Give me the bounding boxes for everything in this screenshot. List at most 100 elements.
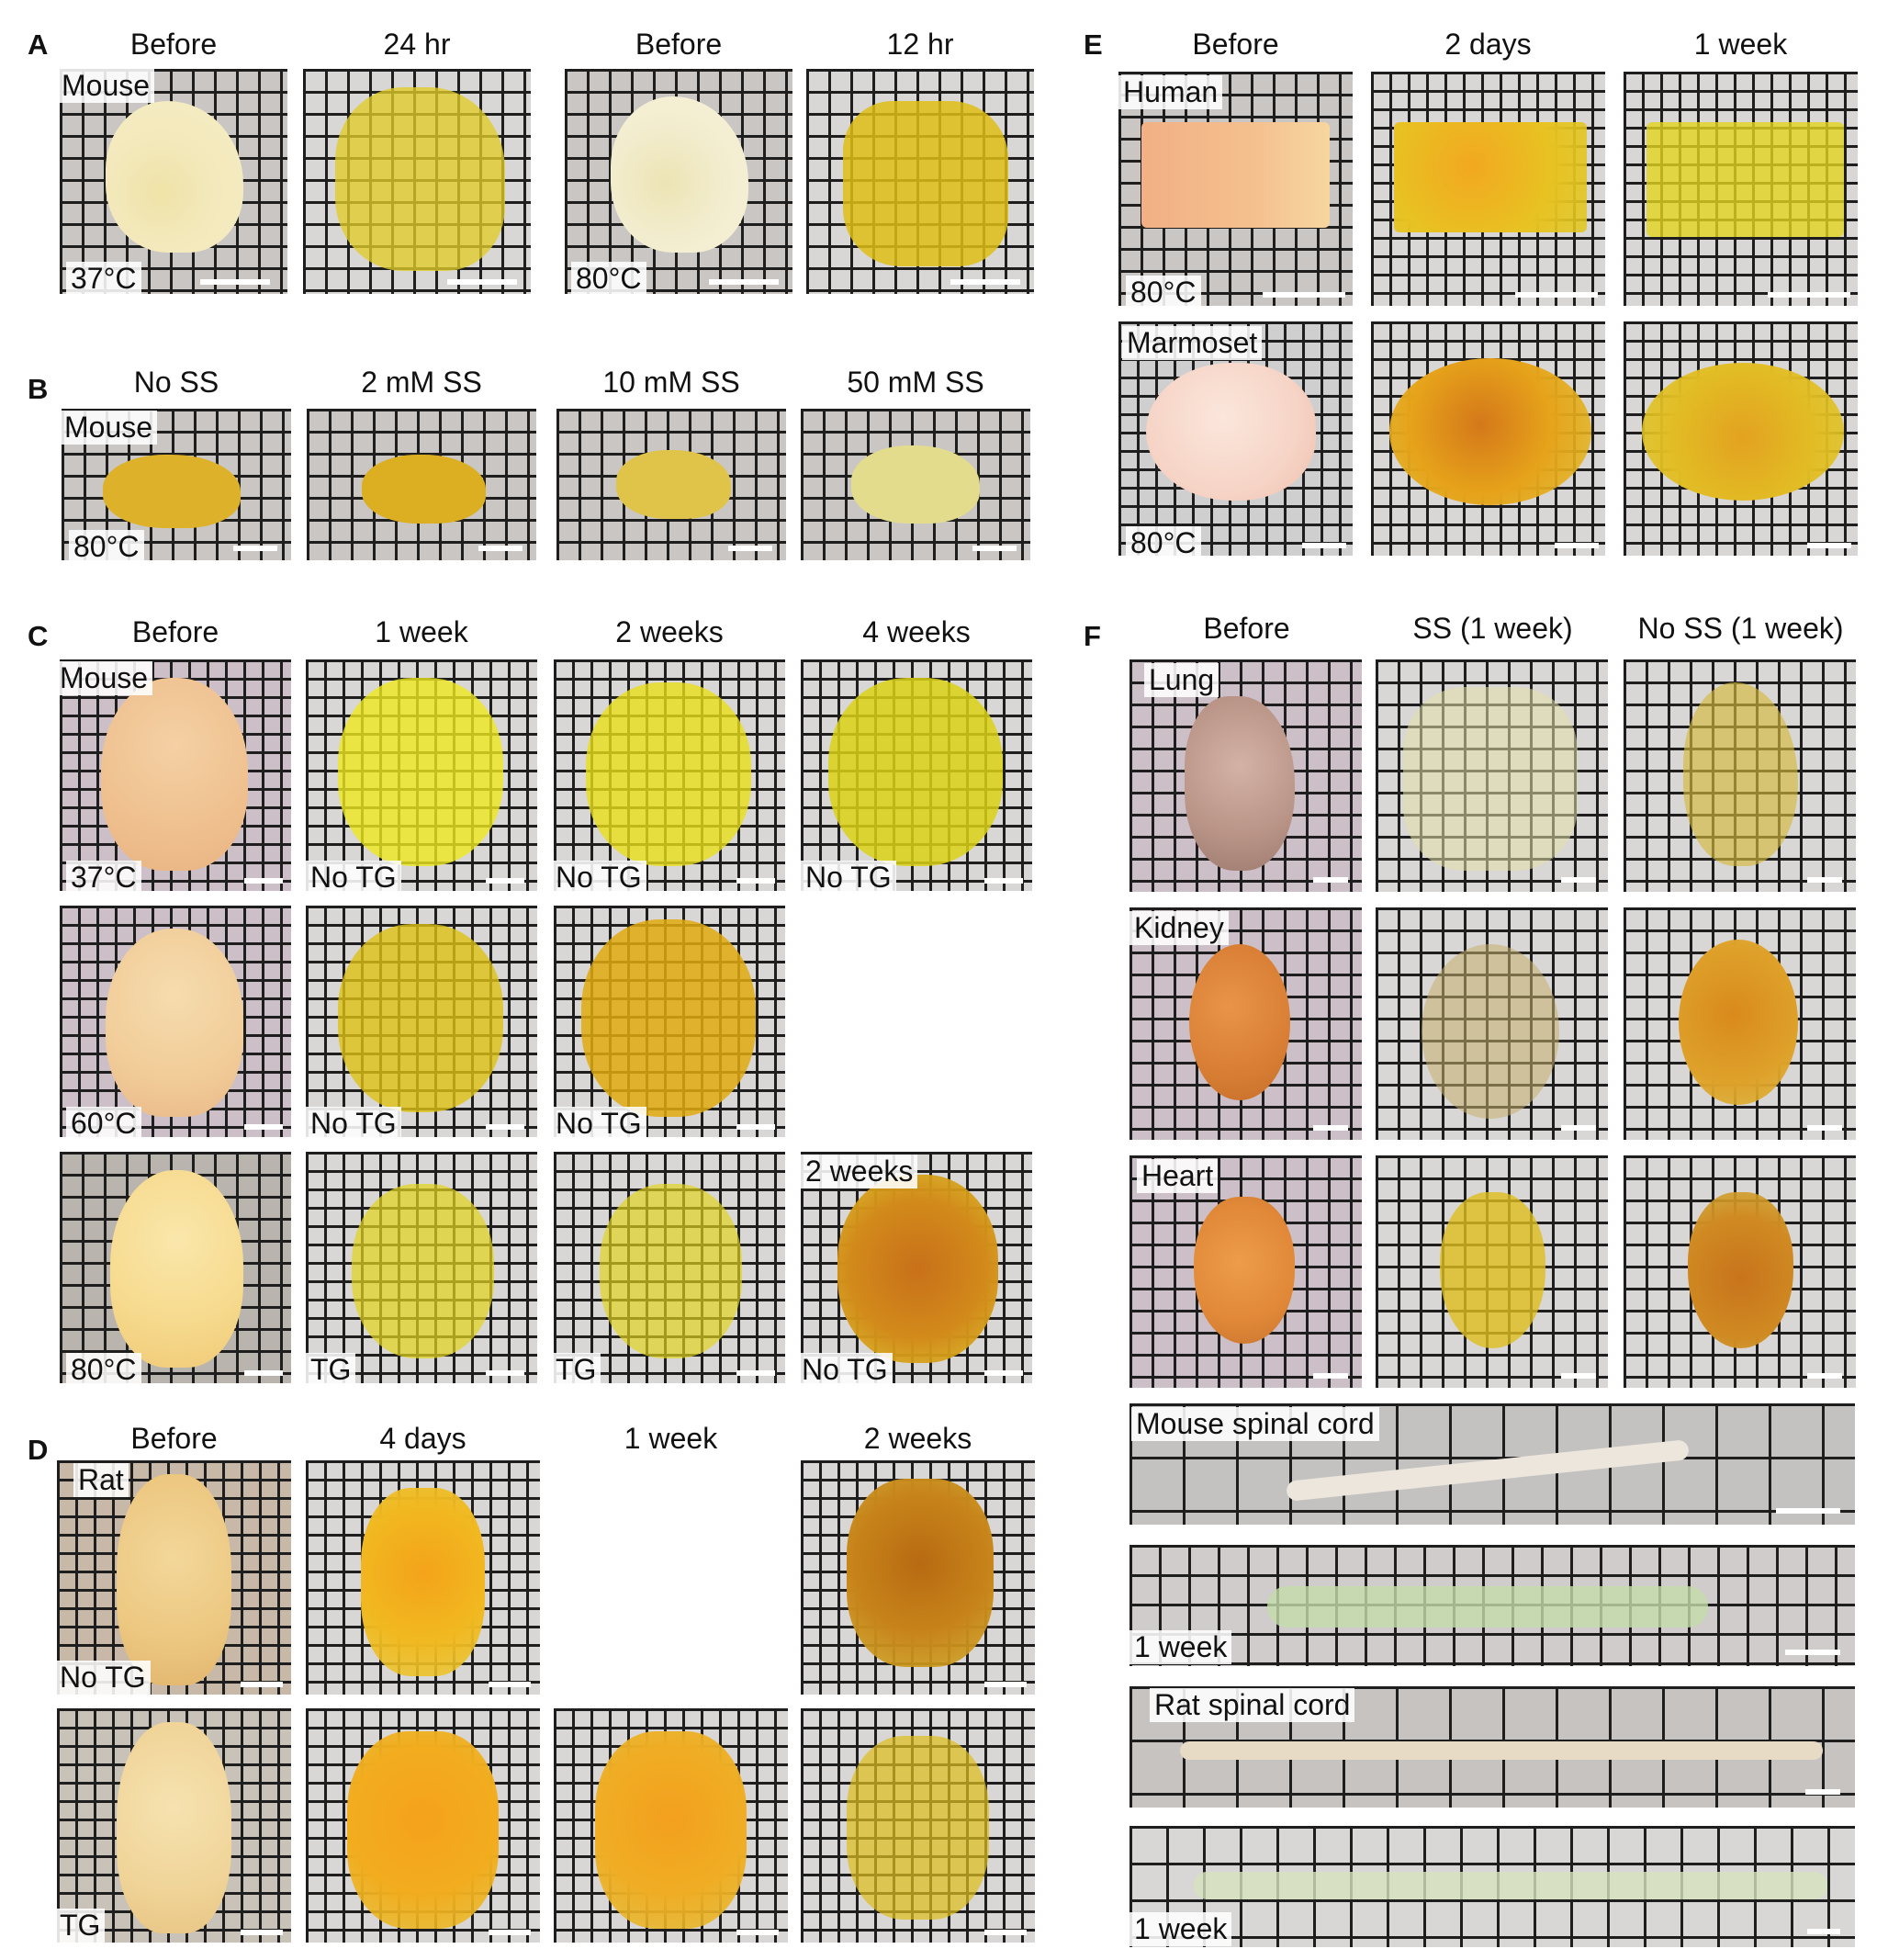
cleared-brain <box>338 678 503 866</box>
panel-f-one-week-label-2: 1 week <box>1129 1912 1232 1946</box>
panel-a-image-24hr <box>303 69 531 294</box>
scale-bar <box>233 546 277 551</box>
scale-bar <box>1805 1789 1840 1795</box>
panel-c-image-before-80c <box>60 1152 291 1383</box>
panel-d-species-label: Rat <box>73 1463 129 1497</box>
panel-d-image-2weeks-tg <box>801 1708 1035 1943</box>
cleared-kidney <box>1679 940 1798 1105</box>
cleared-brain <box>828 678 1003 866</box>
cleared-slice <box>335 87 505 271</box>
panel-label-c: C <box>28 620 49 652</box>
panel-f-image-heart-ss <box>1376 1155 1608 1388</box>
scale-bar <box>244 878 283 884</box>
panel-a-temp-80: 80°C <box>571 262 646 296</box>
panel-a-species-label: Mouse <box>57 69 155 103</box>
scale-bar <box>241 1682 283 1687</box>
rat-brain <box>117 1722 231 1933</box>
panel-a-header-before-1: Before <box>129 28 218 61</box>
scale-bar <box>200 279 270 285</box>
panel-d-no-tg-label: No TG <box>55 1661 151 1695</box>
scale-bar <box>1313 1373 1348 1379</box>
scale-bar <box>1561 877 1596 883</box>
cleared-mouse-spinal-cord <box>1267 1586 1708 1628</box>
scale-bar <box>984 1682 1027 1687</box>
kidney-tissue <box>1189 944 1290 1100</box>
scale-bar <box>1807 1373 1842 1379</box>
panel-e-marmoset-label: Marmoset <box>1122 326 1263 360</box>
cleared-brain <box>837 1175 998 1363</box>
cleared-human-block <box>1646 122 1844 237</box>
panel-b-image-2mm <box>307 409 536 560</box>
scale-bar <box>984 878 1023 884</box>
panel-label-f: F <box>1084 620 1101 652</box>
panel-c-header-4weeks: 4 weeks <box>862 615 971 648</box>
panel-c-image-2weeks-60c <box>554 906 785 1137</box>
panel-c-tg-2: TG <box>551 1353 601 1387</box>
lung-tissue <box>1185 696 1295 871</box>
cleared-brain <box>581 919 756 1117</box>
scale-bar <box>972 546 1017 551</box>
panel-c-no-tg-1: No TG <box>306 861 401 895</box>
panel-f-one-week-label-1: 1 week <box>1129 1630 1232 1664</box>
panel-e-header-2days: 2 days <box>1444 28 1532 61</box>
scale-bar <box>1561 1373 1596 1379</box>
panel-f-image-lung-ss <box>1376 659 1608 892</box>
rat-brain <box>117 1474 231 1685</box>
panel-c-image-4weeks-80c <box>801 1152 1032 1383</box>
panel-a-image-before-37c <box>60 69 287 294</box>
panel-f-image-rat-cord-1week <box>1129 1826 1855 1947</box>
panel-f-kidney-label: Kidney <box>1129 911 1229 945</box>
panel-f-image-kidney-no-ss <box>1624 907 1856 1140</box>
panel-b-header-50mm: 50 mM SS <box>847 366 984 399</box>
panel-b-header-2mm: 2 mM SS <box>361 366 482 399</box>
panel-c-no-tg-4: No TG <box>306 1107 401 1141</box>
panel-e-image-marmoset-before <box>1118 321 1353 556</box>
panel-c-image-2weeks-80c <box>554 1152 785 1383</box>
panel-f-mouse-cord-label: Mouse spinal cord <box>1131 1407 1379 1441</box>
panel-f-image-heart-before <box>1129 1155 1362 1388</box>
cleared-slice <box>843 101 1008 266</box>
scale-bar <box>728 546 772 551</box>
panel-label-b: B <box>28 373 49 405</box>
panel-e-header-1week: 1 week <box>1693 28 1788 61</box>
brain-sample <box>851 445 980 524</box>
scale-bar <box>1515 292 1598 298</box>
scale-bar <box>736 1930 779 1935</box>
scale-bar <box>1776 1508 1840 1514</box>
panel-f-heart-label: Heart <box>1137 1159 1219 1193</box>
panel-f-image-lung-before <box>1129 659 1362 892</box>
scale-bar <box>736 1124 775 1130</box>
panel-a-image-12hr <box>806 69 1034 294</box>
scale-bar <box>486 1124 524 1130</box>
scale-bar <box>489 1930 531 1935</box>
panel-c-image-4weeks-37c <box>801 659 1032 891</box>
panel-d-header-1week: 1 week <box>624 1422 718 1455</box>
cleared-brain <box>338 924 503 1112</box>
panel-d-header-4days: 4 days <box>379 1422 466 1455</box>
panel-d-image-2weeks-no-tg <box>801 1460 1035 1695</box>
panel-d-header-before: Before <box>130 1422 218 1455</box>
brain-sample <box>362 455 486 524</box>
brain-sample <box>103 455 241 528</box>
marmoset-brain <box>1146 363 1316 501</box>
panel-e-temp-2: 80°C <box>1126 526 1201 560</box>
panel-d-image-4days-no-tg <box>306 1460 540 1695</box>
scale-bar <box>736 878 775 884</box>
cleared-lung <box>1403 687 1578 871</box>
panel-c-no-tg-5: No TG <box>551 1107 646 1141</box>
cleared-rat-brain <box>347 1731 499 1929</box>
panel-c-two-weeks-label: 2 weeks <box>801 1155 918 1188</box>
cleared-rat-brain <box>847 1736 989 1920</box>
panel-d-image-4days-tg <box>306 1708 540 1943</box>
panel-f-image-heart-no-ss <box>1624 1155 1856 1388</box>
scale-bar <box>478 546 523 551</box>
panel-f-image-kidney-before <box>1129 907 1362 1140</box>
panel-b-header-no-ss: No SS <box>133 366 219 399</box>
panel-label-a: A <box>28 28 49 61</box>
cleared-rat-brain <box>847 1479 994 1667</box>
panel-a-header-12hr: 12 hr <box>886 28 954 61</box>
panel-c-no-tg-2: No TG <box>551 861 646 895</box>
human-brain-block <box>1141 122 1330 228</box>
scale-bar <box>736 1370 775 1376</box>
scale-bar <box>489 1682 531 1687</box>
